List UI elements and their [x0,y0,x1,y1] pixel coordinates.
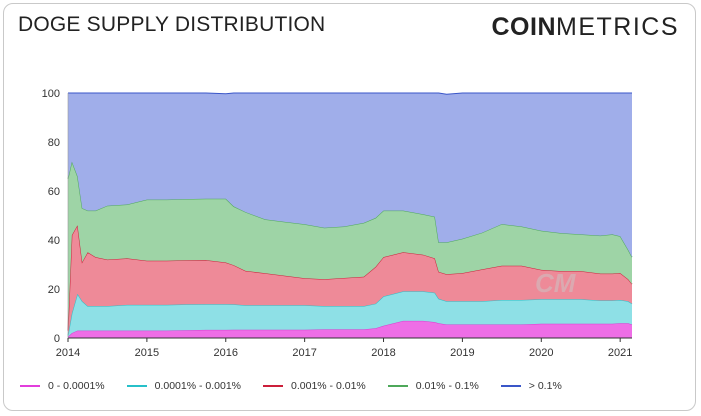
legend-swatch [387,385,408,387]
area-series-3 [68,161,632,331]
legend-item[interactable]: 0.0001% - 0.001% [126,380,242,392]
legend-item[interactable]: > 0.1% [500,380,562,392]
x-tick-label: 2021 [608,347,632,359]
legend-label: 0.01% - 0.1% [415,380,479,392]
logo-metrics-text: METRICS [556,13,679,41]
x-tick-label: 2019 [450,347,474,359]
y-tick-label: 80 [48,137,60,149]
x-tick-label: 2017 [292,347,316,359]
chart-title: DOGE SUPPLY DISTRIBUTION [18,13,326,36]
coinmetrics-logo: COINMETRICS [492,13,680,42]
legend-item[interactable]: 0.01% - 0.1% [387,380,479,392]
area-series-4 [68,93,632,258]
x-tick-label: 2014 [56,347,80,359]
legend-swatch [500,385,521,387]
legend-swatch [126,385,147,387]
legend-swatch [20,385,40,387]
x-tick-label: 2020 [529,347,553,359]
x-tick-label: 2016 [214,347,238,359]
legend-label: > 0.1% [528,380,562,392]
area-series-2 [68,225,632,336]
legend-swatch [263,385,284,387]
y-tick-label: 60 [48,186,60,198]
legend-label: 0 - 0.0001% [48,380,105,392]
x-tick-label: 2018 [371,347,395,359]
y-tick-label: 100 [42,88,60,100]
logo-coin-text: COIN [491,13,556,41]
y-tick-label: 0 [54,333,60,345]
watermark: CM [535,268,576,298]
legend-label: 0.0001% - 0.001% [154,380,242,392]
legend-item[interactable]: 0.001% - 0.01% [263,380,366,392]
y-tick-label: 40 [48,235,60,247]
y-tick-label: 20 [48,284,60,296]
legend-label: 0.001% - 0.01% [291,380,366,392]
x-tick-label: 2015 [135,347,159,359]
legend-item[interactable]: 0 - 0.0001% [20,380,105,392]
chart-legend: 0 - 0.0001% 0.0001% - 0.001% 0.001% - 0.01… [20,380,584,392]
area-series-1 [68,291,632,337]
series-line-4 [68,92,632,95]
